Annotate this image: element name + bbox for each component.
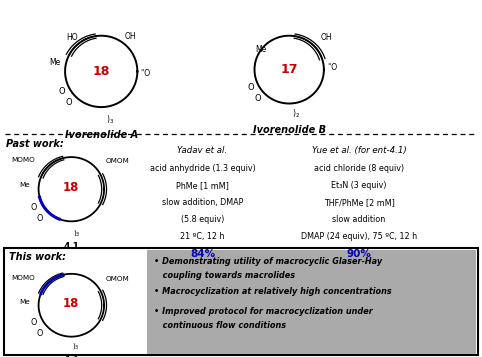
Text: • Improved protocol for macrocyclization under: • Improved protocol for macrocyclization… [154,307,373,316]
Text: 17: 17 [281,63,298,76]
Text: Me: Me [20,182,30,188]
Text: O: O [37,214,43,223]
Text: Et₃N (3 equiv): Et₃N (3 equiv) [331,181,387,190]
Text: Ivorenolide B: Ivorenolide B [253,125,326,135]
Text: O: O [254,94,261,104]
Text: coupling towards macrolides: coupling towards macrolides [154,271,295,280]
Text: acid anhydride (1.3 equiv): acid anhydride (1.3 equiv) [149,164,255,172]
Text: HO: HO [67,33,78,42]
Text: 84%: 84% [190,249,215,259]
Text: 4.1: 4.1 [63,242,80,251]
Text: O: O [30,203,37,212]
Text: OMOM: OMOM [106,276,130,282]
Text: Ivorenolide A: Ivorenolide A [65,130,138,140]
Text: slow addition, DMAP: slow addition, DMAP [162,198,243,207]
Text: 18: 18 [63,297,80,310]
Bar [147,250,476,354]
Text: Me: Me [49,58,60,67]
Bar [4,248,478,355]
Text: O: O [58,86,65,96]
Text: $)_3$: $)_3$ [72,341,80,351]
Text: continuous flow conditions: continuous flow conditions [154,321,286,330]
Text: • Demonstrating utility of macrocyclic Glaser-Hay: • Demonstrating utility of macrocyclic G… [154,257,382,266]
Text: DMAP (24 equiv), 75 ºC, 12 h: DMAP (24 equiv), 75 ºC, 12 h [301,232,417,241]
Text: (5.8 equiv): (5.8 equiv) [181,215,224,224]
Text: OMOM: OMOM [106,158,130,164]
Text: • Macrocyclization at relatively high concentrations: • Macrocyclization at relatively high co… [154,287,392,296]
Text: This work:: This work: [9,252,66,262]
Text: 21 ºC, 12 h: 21 ºC, 12 h [180,232,225,241]
Text: O: O [30,318,37,327]
Text: Me: Me [20,299,30,305]
Text: OH: OH [321,33,332,42]
Text: ''O: ''O [327,63,337,72]
Text: O: O [65,98,72,107]
Text: OH: OH [124,32,136,41]
Text: O: O [37,328,43,338]
Text: Past work:: Past work: [6,139,64,149]
Text: ''O: ''O [141,69,151,78]
Text: 18: 18 [93,65,110,78]
Text: $)_3$: $)_3$ [73,228,81,238]
Text: O: O [247,83,254,92]
Text: $)_2$: $)_2$ [293,108,300,121]
Text: 4.1: 4.1 [63,355,80,357]
Text: slow addition: slow addition [333,215,386,224]
Text: MOMO: MOMO [12,276,35,281]
Text: $)_3$: $)_3$ [106,113,114,126]
Text: PhMe [1 mM]: PhMe [1 mM] [176,181,229,190]
Text: 90%: 90% [347,249,372,259]
Text: THF/PhMe [2 mM]: THF/PhMe [2 mM] [323,198,395,207]
Text: acid chloride (8 equiv): acid chloride (8 equiv) [314,164,404,172]
Text: Yadav et al.: Yadav et al. [177,146,228,155]
Text: Me: Me [255,45,266,55]
Text: MOMO: MOMO [12,157,35,163]
Text: 18: 18 [63,181,80,194]
Text: Yue et al. (for ent-4.1): Yue et al. (for ent-4.1) [312,146,406,155]
